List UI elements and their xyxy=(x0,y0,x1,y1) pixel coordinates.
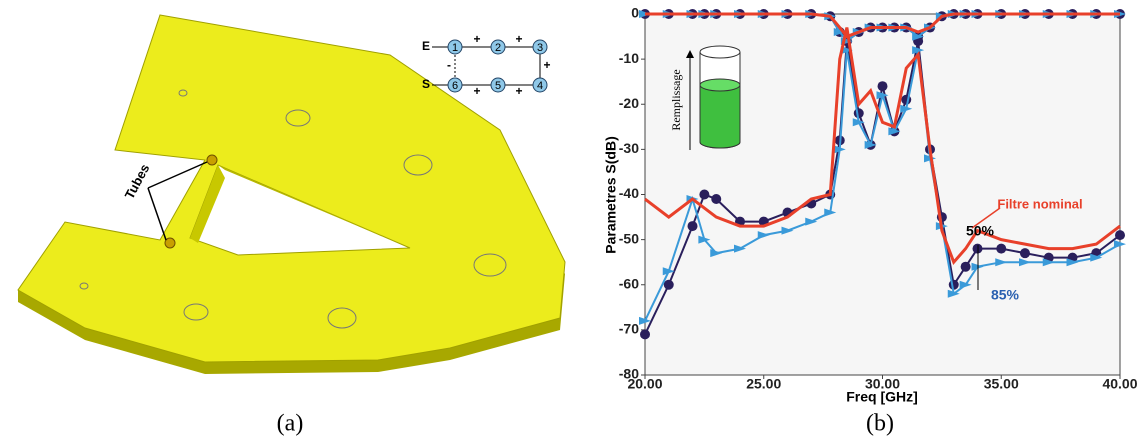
y-tick-label: -20 xyxy=(619,95,639,111)
diagram-node xyxy=(490,39,506,55)
diagram-sign: + xyxy=(543,58,550,72)
marker xyxy=(947,289,960,298)
y-tick-label: -60 xyxy=(619,275,639,291)
marker xyxy=(781,226,794,235)
marker xyxy=(710,249,723,258)
x-tick-label: 35.00 xyxy=(984,376,1019,392)
diagram-sign: - xyxy=(447,58,451,72)
marker xyxy=(888,127,901,136)
diagram-node-label: 1 xyxy=(452,42,458,54)
marker xyxy=(864,140,877,149)
marker xyxy=(833,28,846,37)
legend-label: Filtre nominal xyxy=(997,196,1082,211)
marker xyxy=(805,217,818,226)
marker xyxy=(1066,258,1079,267)
y-tick-label: -10 xyxy=(619,50,639,66)
series-line xyxy=(645,12,1120,39)
y-tick-label: -40 xyxy=(619,185,639,201)
input-label: E xyxy=(422,39,430,53)
output-label: S xyxy=(422,77,430,91)
marker xyxy=(833,145,846,154)
tubes-label: Tubes xyxy=(122,162,153,202)
y-tick-label: -70 xyxy=(619,321,639,337)
diagram-node-label: 5 xyxy=(495,80,501,92)
marker xyxy=(698,235,711,244)
caption-a: (a) xyxy=(277,411,304,437)
y-axis-label: Parametres S(dB) xyxy=(603,136,619,254)
marker xyxy=(699,189,710,200)
marker xyxy=(995,258,1008,267)
marker xyxy=(757,231,770,240)
inset-label: Remplissage xyxy=(669,69,683,130)
marker xyxy=(639,316,651,325)
diagram-node-label: 6 xyxy=(452,80,458,92)
diagram-node xyxy=(447,77,463,93)
marker xyxy=(824,208,837,217)
legend-label: 50% xyxy=(966,223,995,239)
x-tick-label: 40.00 xyxy=(1102,376,1137,392)
marker xyxy=(912,46,925,55)
diagram-node xyxy=(490,77,506,93)
diagram-node-label: 2 xyxy=(495,42,501,54)
diagram-sign: + xyxy=(515,84,522,98)
marker xyxy=(1114,240,1126,249)
marker xyxy=(1090,253,1103,262)
marker xyxy=(1115,230,1125,241)
diagram-sign: + xyxy=(473,32,480,46)
y-tick-label: -30 xyxy=(619,140,639,156)
marker xyxy=(1019,258,1031,267)
caption-b: (b) xyxy=(866,411,894,437)
marker xyxy=(852,118,865,127)
x-tick-label: 30.00 xyxy=(865,376,900,392)
diagram-sign: + xyxy=(515,32,522,46)
inset xyxy=(686,45,741,150)
y-tick-label: -50 xyxy=(619,230,639,246)
marker xyxy=(959,280,972,289)
x-tick-label: 20.00 xyxy=(627,376,662,392)
diagram-node xyxy=(532,39,548,55)
marker xyxy=(711,194,722,205)
x-axis-label: Freq [GHz] xyxy=(846,389,918,405)
marker xyxy=(1020,248,1030,259)
marker xyxy=(900,104,913,113)
plate xyxy=(17,14,566,374)
marker xyxy=(877,81,888,92)
marker xyxy=(960,261,971,272)
diagram-node-label: 4 xyxy=(537,80,543,92)
diagram-node-label: 3 xyxy=(537,42,543,54)
legend-pointer xyxy=(971,207,1001,229)
y-tick-label: 0 xyxy=(631,5,639,21)
marker xyxy=(687,221,698,232)
x-tick-label: 25.00 xyxy=(746,376,781,392)
marker xyxy=(876,91,889,100)
marker xyxy=(663,279,674,290)
diagram-sign: + xyxy=(473,84,480,98)
marker xyxy=(840,46,853,55)
marker xyxy=(662,267,675,276)
marker xyxy=(1042,258,1055,267)
marker xyxy=(734,244,746,253)
legend-label: 85% xyxy=(991,287,1020,303)
series-line xyxy=(644,27,1121,266)
y-tick-label: -80 xyxy=(619,366,639,382)
diagram-node xyxy=(447,39,463,55)
marker xyxy=(912,32,925,41)
marker xyxy=(640,329,650,340)
marker xyxy=(996,243,1007,254)
diagram-node xyxy=(532,77,548,93)
